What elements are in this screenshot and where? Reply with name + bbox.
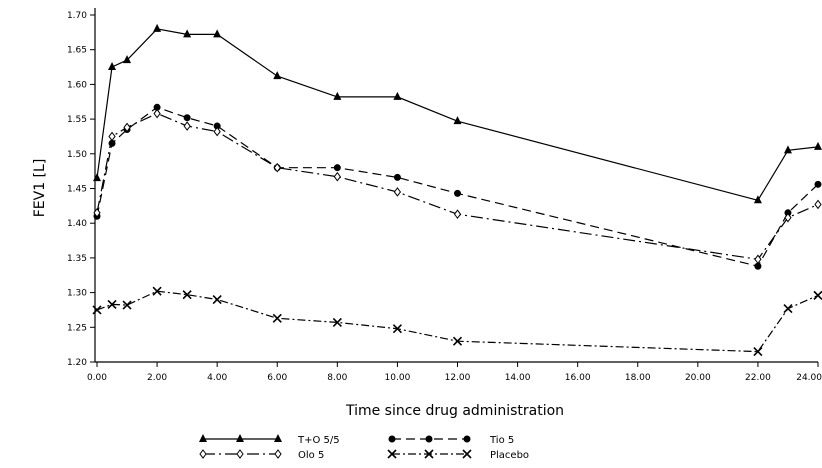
legend-marker (389, 436, 396, 443)
y-tick-label: 1.70 (67, 11, 87, 21)
x-tick-label: 12.00 (445, 373, 471, 383)
data-point (393, 92, 401, 100)
series-olo-5 (94, 110, 821, 264)
y-tick-label: 1.45 (67, 185, 87, 195)
y-tick-label: 1.60 (67, 80, 87, 90)
data-point (334, 173, 340, 181)
y-tick-label: 1.35 (67, 254, 87, 264)
legend-item-placebo: Placebo (388, 450, 529, 461)
legend-marker (275, 450, 281, 458)
x-tick-label: 8.00 (327, 373, 347, 383)
series-placebo (93, 287, 822, 355)
legend-marker (236, 434, 244, 442)
series-line (97, 291, 818, 351)
legend-marker (237, 450, 243, 458)
legend-item-olo-5: Olo 5 (200, 450, 324, 461)
legend-marker (199, 434, 207, 442)
x-tick-label: 10.00 (385, 373, 411, 383)
legend-item-t-o-5-5: T+O 5/5 (199, 434, 340, 446)
legend-marker (464, 436, 471, 443)
x-axis-title: Time since drug administration (345, 403, 564, 419)
data-point (334, 164, 341, 171)
legend-label: Tio 5 (489, 435, 514, 446)
data-point (93, 306, 101, 314)
data-point (184, 114, 191, 121)
legend-label: Olo 5 (298, 450, 324, 461)
x-tick-label: 2.00 (147, 373, 167, 383)
x-tick-label: 22.00 (745, 373, 771, 383)
data-point (273, 71, 281, 79)
series-line (97, 114, 818, 260)
y-tick-label: 1.30 (67, 289, 87, 299)
y-tick-label: 1.65 (67, 46, 87, 56)
legend-marker (274, 434, 282, 442)
data-point (815, 181, 822, 188)
data-point (784, 305, 792, 313)
y-tick-label: 1.50 (67, 150, 87, 160)
series-line (97, 107, 818, 266)
data-point (109, 132, 115, 140)
series-line (97, 29, 818, 200)
data-point (153, 24, 161, 32)
y-tick-label: 1.55 (67, 115, 87, 125)
x-tick-label: 18.00 (625, 373, 651, 383)
x-tick-label: 20.00 (685, 373, 711, 383)
data-point (815, 200, 821, 208)
x-tick-label: 14.00 (505, 373, 531, 383)
y-axis-title: FEV1 [L] (32, 159, 48, 218)
data-point (154, 110, 160, 118)
data-point (814, 291, 822, 299)
x-tick-label: 0.00 (87, 373, 107, 383)
legend-marker (426, 436, 433, 443)
y-tick-label: 1.25 (67, 323, 87, 333)
legend-marker (200, 450, 206, 458)
legend: T+O 5/5 Tio 5 Olo 5 Placebo (199, 434, 529, 461)
series-t-o-5-5 (93, 24, 822, 203)
x-tick-label: 24.00 (796, 373, 822, 383)
x-tick-label: 4.00 (207, 373, 227, 383)
data-point (213, 29, 221, 37)
data-point (394, 188, 400, 196)
data-point (394, 174, 401, 181)
legend-marker (463, 450, 471, 458)
legend-label: T+O 5/5 (297, 435, 340, 446)
data-point (274, 164, 280, 172)
x-tick-label: 16.00 (565, 373, 591, 383)
data-point (273, 314, 281, 322)
axes: 1.20 1.25 1.30 1.35 1.40 1.45 1.50 1.55 1.60 1.65… (67, 8, 822, 383)
data-point (184, 122, 190, 130)
data-point (93, 173, 101, 181)
x-tick-label: 6.00 (267, 373, 287, 383)
y-tick-label: 1.40 (67, 219, 87, 229)
data-point (784, 145, 792, 153)
legend-label: Placebo (490, 450, 529, 461)
series-layer (93, 24, 822, 356)
data-point (213, 296, 221, 304)
y-tick-label: 1.20 (67, 358, 87, 368)
data-point (814, 142, 822, 150)
data-point (454, 190, 461, 197)
data-point (455, 210, 461, 218)
legend-item-tio-5: Tio 5 (389, 435, 515, 446)
